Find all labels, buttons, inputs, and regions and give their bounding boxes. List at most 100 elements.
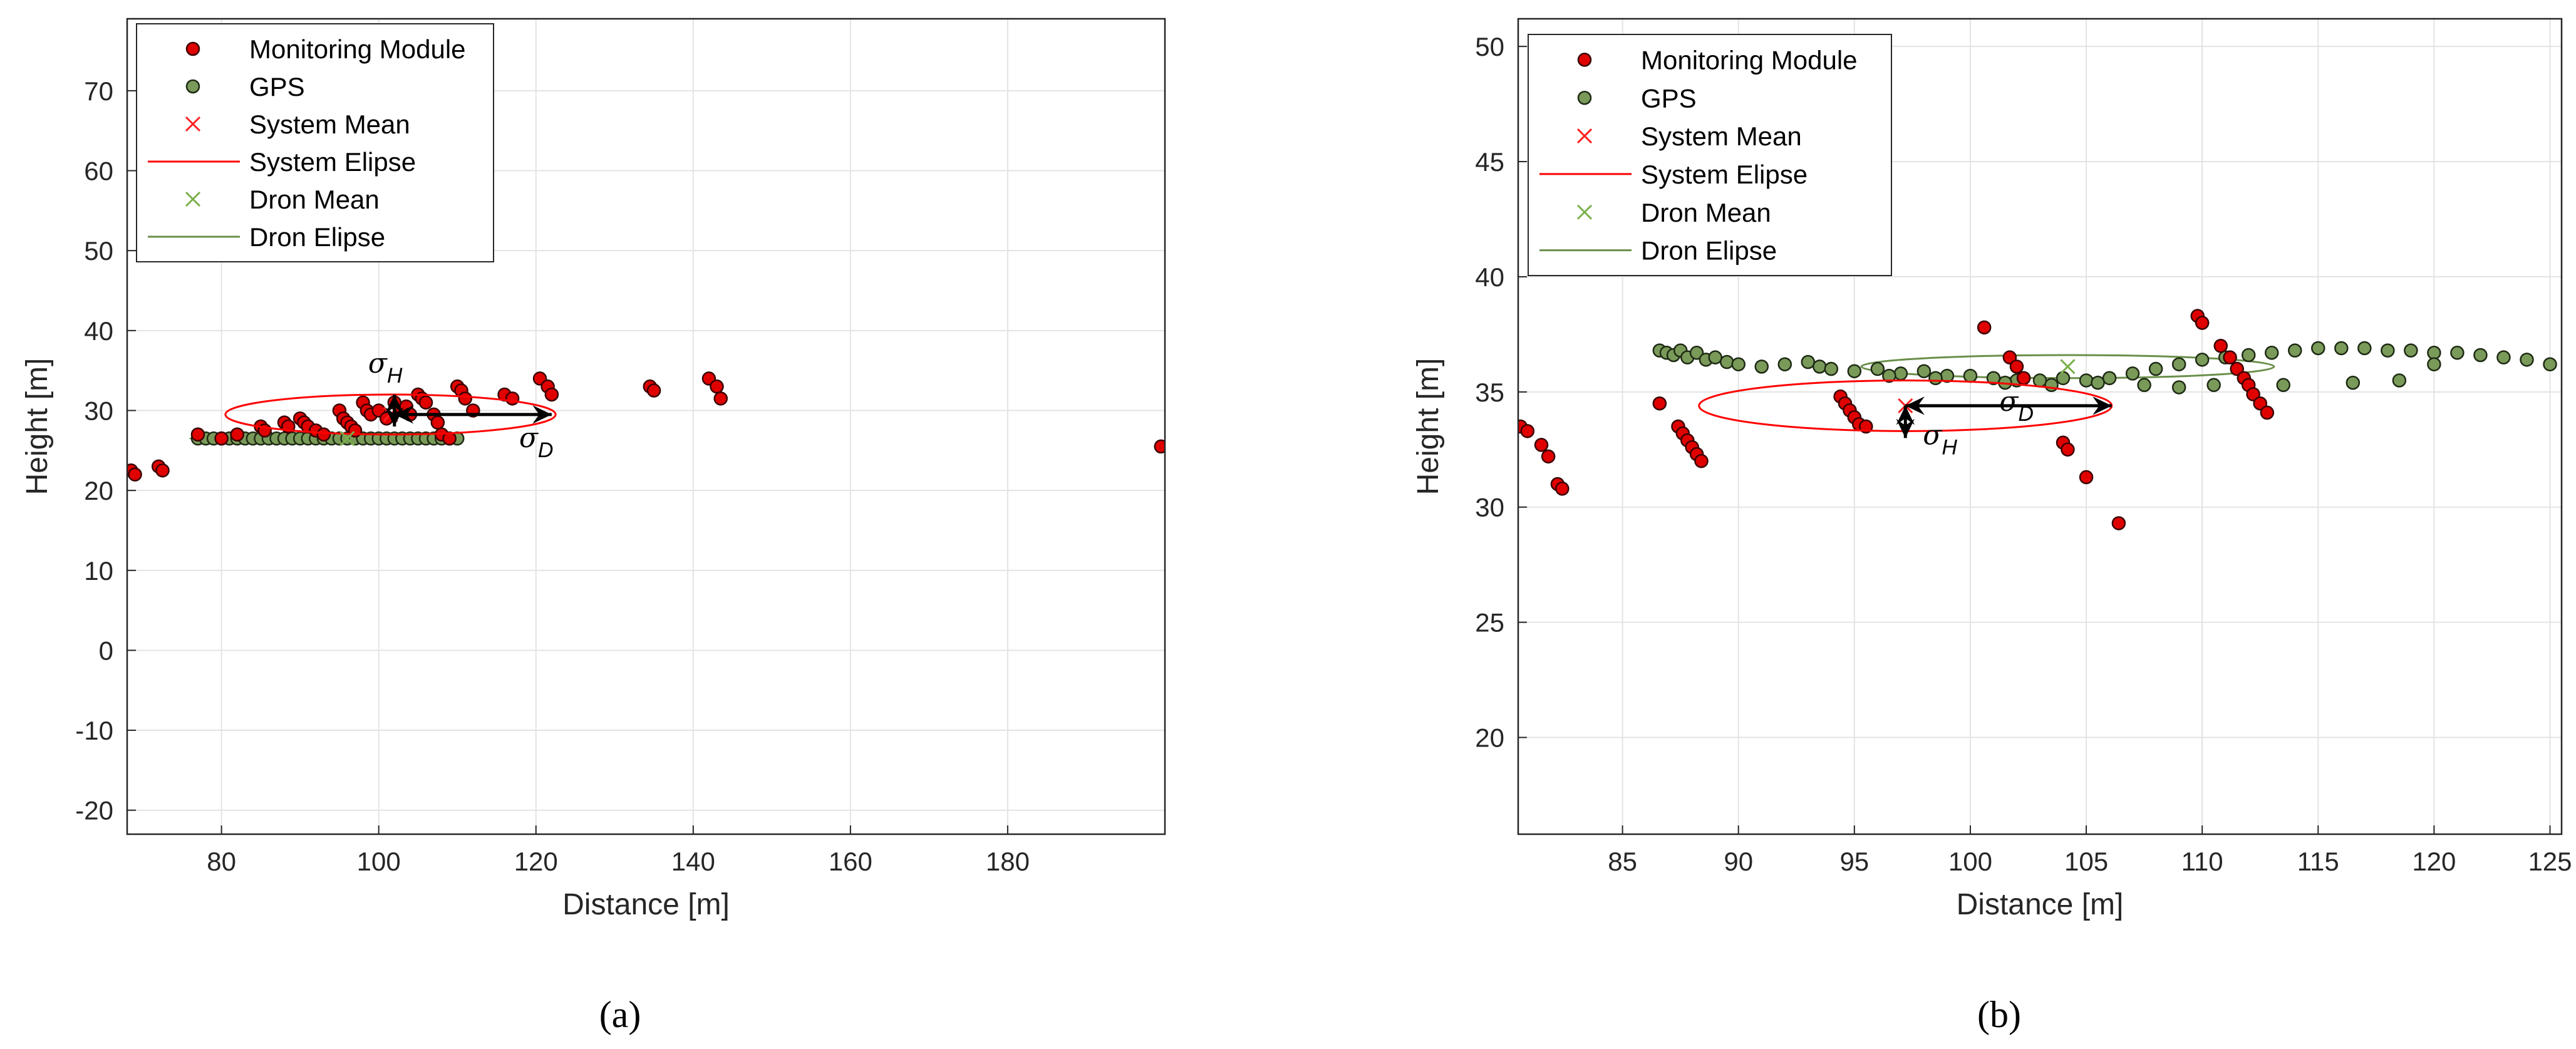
legend-item-system-elipse-label: System Elipse <box>249 147 416 177</box>
legend: Monitoring Module GPS System Mean System El… <box>1528 34 1892 276</box>
gps-point <box>2206 378 2221 393</box>
sigma-d-label: σD <box>1999 386 2034 426</box>
y-tick-label: 20 <box>84 476 113 505</box>
legend-item-dron-mean-marker <box>1576 204 1593 220</box>
monitoring-module-point <box>2230 361 2244 376</box>
sigma-h-arrow <box>1896 405 1915 438</box>
dron-mean-marker <box>2060 359 2076 375</box>
gps-point <box>2357 341 2372 356</box>
gps-point <box>1893 366 1908 381</box>
system-ellipse <box>224 393 557 436</box>
legend-item-dron-mean-label: Dron Mean <box>1641 198 1771 227</box>
sigma-h-arrow-head <box>385 394 404 414</box>
monitoring-module-point <box>1534 438 1549 452</box>
monitoring-module-point <box>430 415 445 430</box>
y-tick-label: 20 <box>1475 723 1504 753</box>
monitoring-module-point <box>2016 371 2031 386</box>
legend-item-dron-elipse-label: Dron Elipse <box>1641 236 1777 266</box>
legend-item-gps-label: GPS <box>1641 83 1697 113</box>
monitoring-module-point <box>2213 339 2228 353</box>
x-tick-label: 85 <box>1608 847 1637 876</box>
monitoring-module-point <box>190 427 205 442</box>
monitoring-module-point <box>544 387 559 402</box>
x-tick-label: 105 <box>2064 847 2108 876</box>
dron-mean-marker-stroke <box>2060 359 2076 375</box>
sigma-h-label: σH <box>1923 419 1957 459</box>
sigma-h-label-symbol: σ <box>1923 419 1943 451</box>
chart-panel-b: 85 90 95 100 105 110 115 120 125 20 25 30 35 40 45 50 Di… <box>1412 18 2572 1035</box>
x-tick-label: 125 <box>2528 847 2572 876</box>
gps-point <box>1777 357 1792 371</box>
gps-point <box>1801 354 1816 369</box>
sigma-h-arrow-head <box>1896 418 1915 438</box>
gps-point <box>1928 371 1943 386</box>
y-tick-label: -20 <box>75 796 113 825</box>
y-axis-label: Height [m] <box>21 358 54 495</box>
x-tick-label: 95 <box>1839 847 1869 876</box>
gps-point <box>2520 353 2534 367</box>
y-tick-label: 40 <box>1475 262 1504 292</box>
monitoring-module-point <box>2253 396 2267 411</box>
gps-point <box>2311 341 2325 356</box>
sigma-d-label-symbol: σ <box>1999 386 2019 418</box>
monitoring-module-point <box>505 391 520 406</box>
gps-point <box>1916 364 1932 378</box>
x-tick-label: 80 <box>207 847 236 876</box>
legend-item-system-mean-label: System Mean <box>1641 121 1802 151</box>
gps-point <box>2450 346 2465 360</box>
monitoring-module-point <box>710 379 724 394</box>
gps-point <box>2079 373 2094 388</box>
y-tick-label: 25 <box>1475 608 1504 638</box>
monitoring-module-point <box>155 463 170 478</box>
legend: Monitoring Module GPS System Mean System El… <box>136 23 494 262</box>
x-tick-label: 115 <box>2297 847 2339 876</box>
y-tick-label: 35 <box>1475 378 1504 407</box>
monitoring-module-point <box>442 431 457 446</box>
axes-frame <box>1517 18 2563 835</box>
monitoring-module-point <box>1555 482 1570 496</box>
gps-point <box>2148 361 2163 376</box>
monitoring-module-point <box>2002 350 2017 364</box>
sigma-d-arrow <box>1905 396 2112 415</box>
monitoring-module-point <box>2223 350 2237 364</box>
gps-point <box>2334 341 2349 356</box>
y-tick-label: 70 <box>84 76 113 106</box>
data-layer <box>1518 309 2557 530</box>
sigma-h-label-subscript: H <box>1942 435 1957 459</box>
gps-point <box>2171 380 2186 395</box>
gps-point <box>2264 346 2279 360</box>
monitoring-module-point <box>458 391 473 406</box>
monitoring-module-point <box>1859 419 1873 434</box>
sigma-h-arrow-head <box>385 407 404 426</box>
sigma-h-label-symbol: σ <box>368 348 388 380</box>
monitoring-module-point <box>128 467 142 482</box>
y-tick-label: 50 <box>84 236 113 266</box>
gps-point <box>2102 371 2117 386</box>
legend-box <box>136 23 494 262</box>
x-tick-label: 120 <box>514 847 558 876</box>
gps-point <box>2346 375 2361 390</box>
sigma-d-arrow-head <box>532 405 552 424</box>
gps-point <box>1813 359 1827 374</box>
sigma-h-arrow <box>385 394 404 426</box>
x-axis-label: Distance [m] <box>562 888 730 921</box>
legend-item-monitoring-module-marker <box>1577 53 1592 67</box>
gps-point <box>2381 343 2395 358</box>
x-tick-label: 180 <box>986 847 1030 876</box>
sigma-d-arrow-head <box>394 405 414 424</box>
gps-point <box>1731 357 1746 371</box>
gps-point <box>2091 375 2105 390</box>
gps-point <box>2427 357 2441 371</box>
axes-frame <box>126 18 1166 835</box>
monitoring-module-point <box>2246 387 2260 401</box>
legend-item-dron-mean-marker <box>185 191 201 207</box>
gps-point <box>2392 373 2407 388</box>
gps-point <box>2056 371 2071 386</box>
legend-item-gps-label: GPS <box>249 72 305 101</box>
gps-point <box>2137 378 2151 393</box>
gps-point <box>1824 361 1839 376</box>
x-tick-label: 140 <box>671 847 715 876</box>
monitoring-module-point <box>1977 320 1992 335</box>
x-tick-label: 90 <box>1724 847 1753 876</box>
legend-item-system-elipse-label: System Elipse <box>1641 160 1808 189</box>
